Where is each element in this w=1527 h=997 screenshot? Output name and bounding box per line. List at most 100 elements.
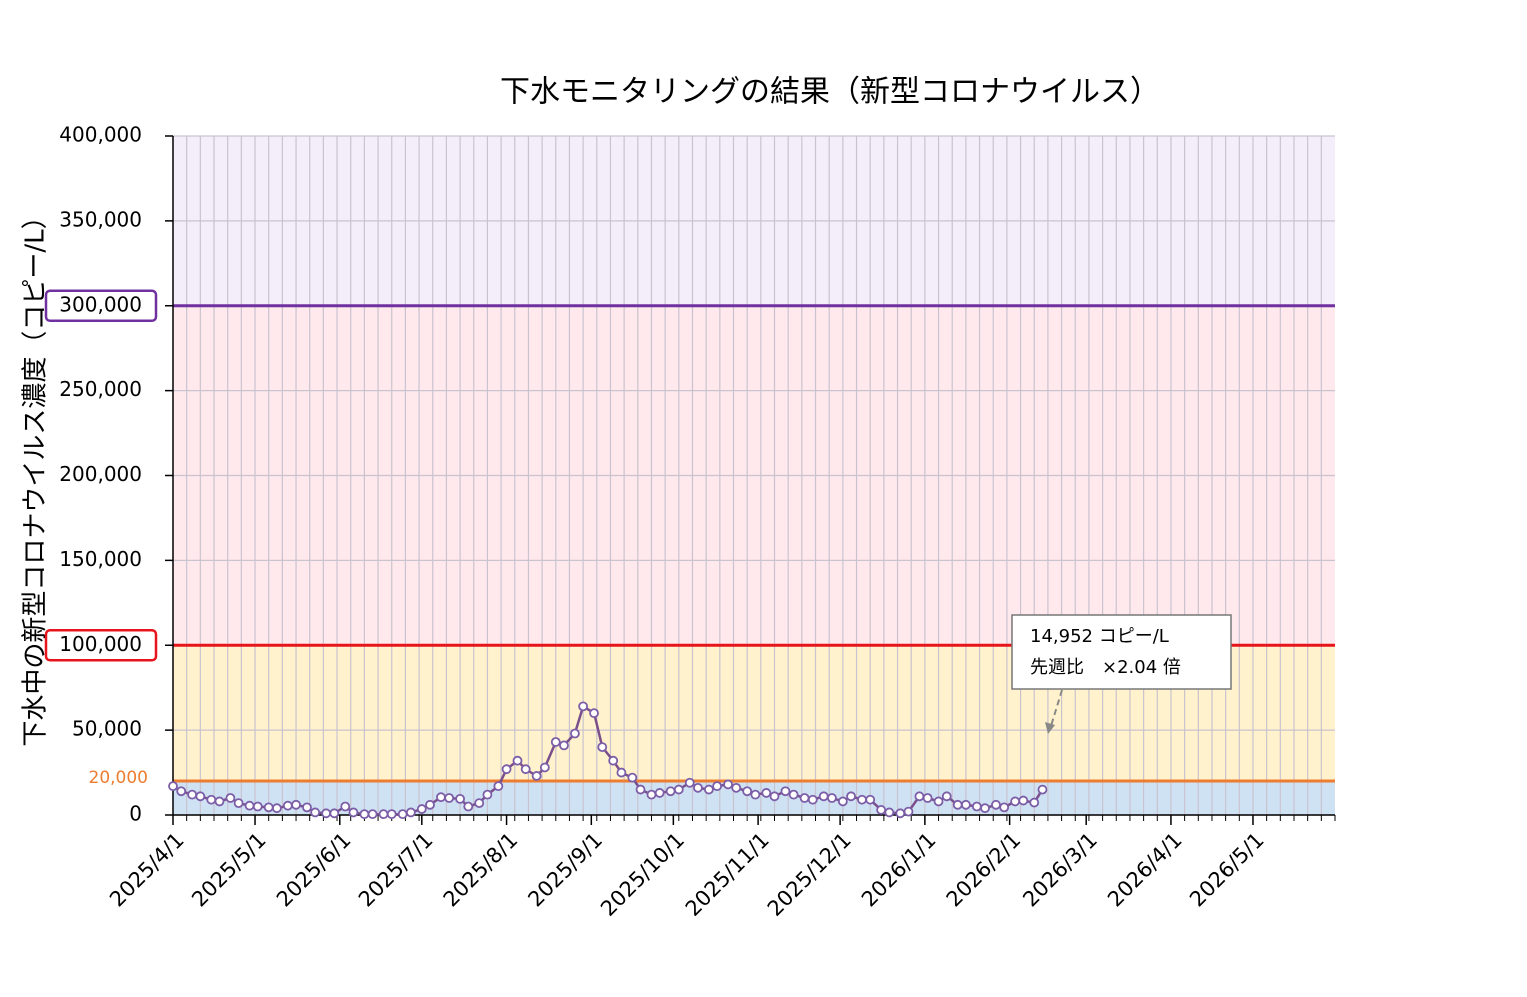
data-point bbox=[742, 786, 753, 797]
data-point bbox=[818, 791, 829, 802]
annotation-arrow bbox=[1050, 689, 1063, 727]
data-point bbox=[310, 807, 321, 818]
data-point bbox=[386, 809, 397, 820]
x-tick-label: 2025/6/1 bbox=[272, 828, 356, 912]
data-point bbox=[378, 809, 389, 820]
data-point bbox=[252, 801, 263, 812]
data-point bbox=[884, 807, 895, 818]
data-point bbox=[865, 794, 876, 805]
data-point bbox=[405, 807, 416, 818]
x-tick-label: 2025/5/1 bbox=[187, 828, 271, 912]
data-point bbox=[750, 789, 761, 800]
data-point bbox=[1029, 797, 1040, 808]
data-point bbox=[665, 786, 676, 797]
x-tick-label: 2025/11/1 bbox=[681, 828, 774, 921]
data-point bbox=[589, 708, 599, 719]
data-point bbox=[397, 809, 408, 820]
data-point bbox=[788, 789, 799, 800]
data-point bbox=[941, 791, 952, 802]
x-tick-label: 2026/2/1 bbox=[942, 828, 1026, 912]
data-point bbox=[187, 789, 198, 800]
data-point bbox=[597, 742, 608, 752]
data-point bbox=[444, 793, 455, 803]
data-point bbox=[914, 791, 925, 802]
data-point bbox=[807, 794, 818, 805]
data-point bbox=[425, 799, 435, 810]
annotation-text: 先週比 ×2.04 倍 bbox=[1030, 657, 1181, 678]
data-point bbox=[520, 764, 531, 775]
y-axis-title: 下水中の新型コロナウイルス濃度（コピー/L） bbox=[21, 203, 51, 746]
data-point bbox=[233, 798, 244, 809]
y-tick-label: 400,000 bbox=[59, 123, 142, 147]
y-tick-label: 50,000 bbox=[72, 717, 142, 741]
data-point bbox=[416, 804, 427, 814]
annotation-arrowhead bbox=[1045, 722, 1055, 734]
data-point bbox=[367, 809, 378, 820]
x-tick-label: 2025/12/1 bbox=[763, 828, 856, 921]
y-tick-label: 100,000 bbox=[59, 632, 142, 656]
y-tick-label: 200,000 bbox=[59, 462, 142, 486]
data-point bbox=[703, 784, 714, 795]
data-point bbox=[1018, 795, 1029, 806]
data-point bbox=[999, 802, 1010, 813]
data-point bbox=[214, 796, 225, 807]
data-point bbox=[436, 792, 446, 803]
data-point bbox=[933, 796, 944, 807]
data-point bbox=[263, 802, 274, 813]
y-tick-label: 300,000 bbox=[59, 292, 142, 316]
y-tick-label: 350,000 bbox=[59, 207, 142, 231]
data-point bbox=[329, 808, 340, 819]
data-point bbox=[952, 799, 963, 810]
data-point bbox=[195, 791, 206, 802]
data-point bbox=[857, 794, 867, 805]
data-point bbox=[723, 779, 733, 790]
x-tick-label: 2026/4/1 bbox=[1103, 828, 1187, 912]
data-point bbox=[340, 801, 351, 812]
chart-title: 下水モニタリングの結果（新型コロナウイルス） bbox=[500, 75, 1160, 110]
data-point bbox=[761, 788, 772, 798]
annotation-box bbox=[1011, 614, 1232, 690]
data-point bbox=[206, 794, 217, 805]
data-point bbox=[168, 781, 178, 792]
data-point bbox=[559, 740, 569, 751]
data-point bbox=[673, 784, 684, 795]
data-point bbox=[846, 791, 856, 802]
data-point bbox=[780, 786, 791, 797]
data-point bbox=[512, 755, 523, 766]
data-point bbox=[570, 728, 580, 739]
data-point bbox=[291, 799, 301, 810]
data-point bbox=[991, 799, 1001, 810]
data-point bbox=[654, 788, 665, 798]
y-tick-label: 250,000 bbox=[59, 377, 142, 401]
data-point bbox=[799, 793, 810, 803]
data-point bbox=[895, 808, 906, 819]
data-point bbox=[769, 791, 780, 802]
x-tick-label: 2026/1/1 bbox=[857, 828, 941, 912]
data-point bbox=[627, 772, 638, 783]
y-tick-label: 150,000 bbox=[59, 547, 142, 571]
data-point bbox=[608, 755, 619, 766]
data-point bbox=[463, 801, 474, 812]
data-point bbox=[876, 805, 887, 815]
data-point bbox=[960, 799, 971, 810]
data-point bbox=[922, 793, 933, 803]
data-point bbox=[482, 789, 493, 800]
data-point bbox=[493, 781, 504, 792]
data-point bbox=[550, 737, 561, 747]
data-point bbox=[578, 701, 589, 712]
data-point bbox=[531, 771, 542, 781]
data-point bbox=[1010, 796, 1021, 807]
data-point bbox=[827, 793, 837, 803]
x-tick-label: 2025/9/1 bbox=[523, 828, 607, 912]
data-point bbox=[616, 767, 627, 778]
data-point bbox=[501, 764, 512, 775]
y-tick-label: 0 bbox=[129, 802, 142, 826]
x-tick-label: 2026/5/1 bbox=[1185, 828, 1269, 912]
data-point bbox=[1037, 784, 1048, 795]
data-point bbox=[474, 798, 485, 809]
data-point bbox=[271, 803, 282, 814]
data-point bbox=[359, 809, 370, 820]
data-point bbox=[837, 796, 848, 807]
data-point bbox=[176, 786, 187, 797]
